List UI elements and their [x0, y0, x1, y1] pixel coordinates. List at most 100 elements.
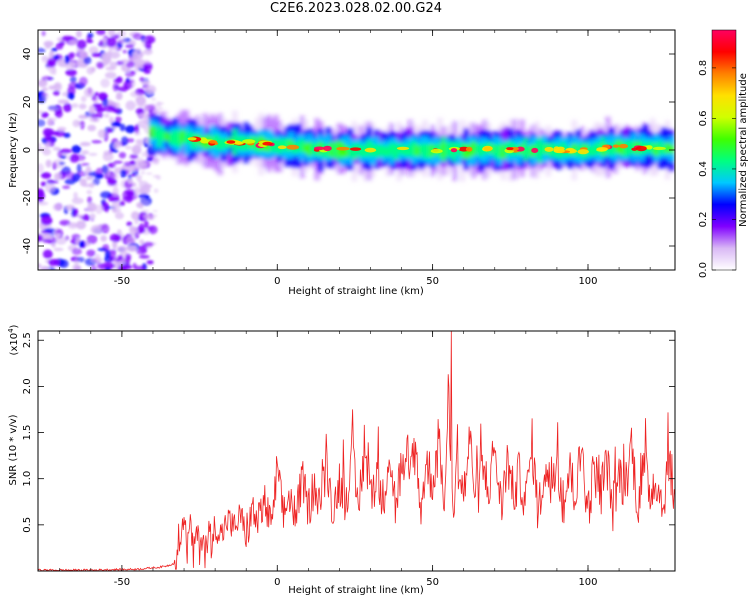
spectral-blob	[153, 188, 159, 194]
band-cell	[299, 139, 306, 153]
spectral-blob	[48, 259, 60, 266]
spectral-blob	[116, 245, 128, 253]
spectral-blob	[138, 203, 144, 209]
band-cell	[616, 139, 623, 154]
spectral-blob	[41, 92, 50, 100]
band-cell	[384, 146, 391, 157]
band-cell	[284, 138, 291, 153]
spectral-blob	[40, 216, 53, 226]
spectral-blob	[38, 48, 47, 53]
spectral-blob	[43, 227, 56, 233]
spectral-blob	[38, 201, 49, 206]
spectral-blob	[80, 95, 87, 103]
spectral-blob	[118, 151, 127, 159]
spectral-blob	[55, 233, 61, 239]
spectral-blob	[38, 110, 44, 114]
noise-region	[38, 30, 165, 270]
spectral-blob	[112, 240, 118, 250]
spectral-blob	[112, 186, 119, 197]
spectral-blob	[134, 167, 140, 171]
y-tick-label: 40	[22, 48, 33, 61]
spectral-blob	[88, 152, 98, 156]
spectral-blob	[57, 99, 70, 104]
colorbar: 0.0 0.2 0.4 0.6 0.8 Normalized spectral ampl…	[698, 29, 749, 278]
band-hotspot	[234, 141, 243, 145]
band-cell	[541, 142, 548, 154]
spectral-blob	[125, 79, 135, 84]
band-cell	[377, 144, 384, 156]
spectral-blob	[135, 175, 142, 181]
y-tick-label: 1.5	[22, 425, 33, 441]
spectral-blob	[96, 61, 104, 69]
spectral-blob	[111, 201, 122, 209]
band-hotspot	[242, 139, 256, 144]
spectral-blob	[69, 40, 78, 45]
band-cell	[463, 144, 470, 159]
spectral-blob	[81, 150, 90, 155]
spectral-blob	[117, 266, 128, 270]
spectral-blob	[45, 183, 56, 193]
band-cell	[265, 140, 272, 153]
spectral-blob	[143, 106, 149, 113]
spectral-blob	[86, 66, 95, 75]
chart-title: C2E6.2023.028.02.00.G24	[269, 1, 443, 16]
spectral-blob	[126, 221, 133, 227]
spectral-blob	[42, 249, 53, 259]
spectral-blob	[129, 160, 136, 166]
spectral-blob	[79, 51, 89, 59]
spectral-blob	[152, 209, 158, 213]
spectral-blob	[109, 233, 122, 243]
band-cell	[153, 129, 160, 139]
band-cell	[407, 144, 414, 156]
spectral-blob	[119, 123, 126, 132]
spectrogram-heatmap	[38, 30, 675, 270]
band-cell	[157, 129, 164, 140]
spectral-blob	[134, 232, 140, 240]
band-cell	[500, 144, 507, 159]
spectral-blob	[142, 214, 149, 219]
band-cell	[440, 142, 447, 158]
spectral-blob	[134, 47, 142, 55]
y-tick-label: 0	[22, 147, 33, 153]
spectral-blob	[52, 55, 60, 60]
spectral-blob	[139, 239, 145, 245]
spectral-blob	[119, 201, 126, 206]
band-cell	[217, 138, 224, 151]
spectral-blob	[45, 159, 52, 168]
spectral-blob	[75, 220, 87, 230]
spectral-blob	[135, 141, 144, 147]
spectral-blob	[38, 263, 42, 269]
band-cell	[474, 144, 481, 154]
snr-line-series	[38, 331, 675, 571]
band-cell	[373, 144, 380, 157]
spectral-blob	[38, 197, 44, 203]
spectral-blob	[144, 39, 152, 50]
spectral-blob	[63, 132, 71, 138]
spectral-blob	[138, 185, 144, 191]
spectral-blob	[152, 174, 160, 178]
band-hotspot	[323, 145, 332, 152]
spectral-blob	[122, 49, 127, 54]
spectral-blob	[71, 103, 79, 108]
spectral-blob	[55, 42, 64, 50]
spectral-blob	[109, 255, 115, 262]
spectral-blob	[40, 181, 47, 187]
spectral-blob	[65, 69, 77, 76]
y-tick-label: 2.5	[22, 332, 33, 348]
band-cell	[343, 146, 350, 157]
spectral-blob	[101, 223, 110, 234]
spectral-blob	[133, 265, 146, 270]
colorbar-tick-label: 0.6	[698, 110, 709, 126]
band-cell	[444, 143, 451, 156]
spectral-blob	[119, 169, 127, 178]
colorbar-tick-label: 0.2	[698, 212, 709, 228]
spectrogram-panel: -50 0 50 100 -40 -20 0 20 40 Height of straight…	[8, 29, 676, 297]
band-cell	[537, 145, 544, 155]
spectral-blob	[96, 111, 104, 119]
band-cell	[649, 142, 656, 154]
spectral-blob	[134, 130, 141, 137]
spectral-blob	[132, 33, 143, 41]
snr-x-ticks: -50 0 50 100	[59, 331, 651, 588]
band-cell	[302, 143, 309, 153]
spectral-blob	[125, 100, 136, 111]
